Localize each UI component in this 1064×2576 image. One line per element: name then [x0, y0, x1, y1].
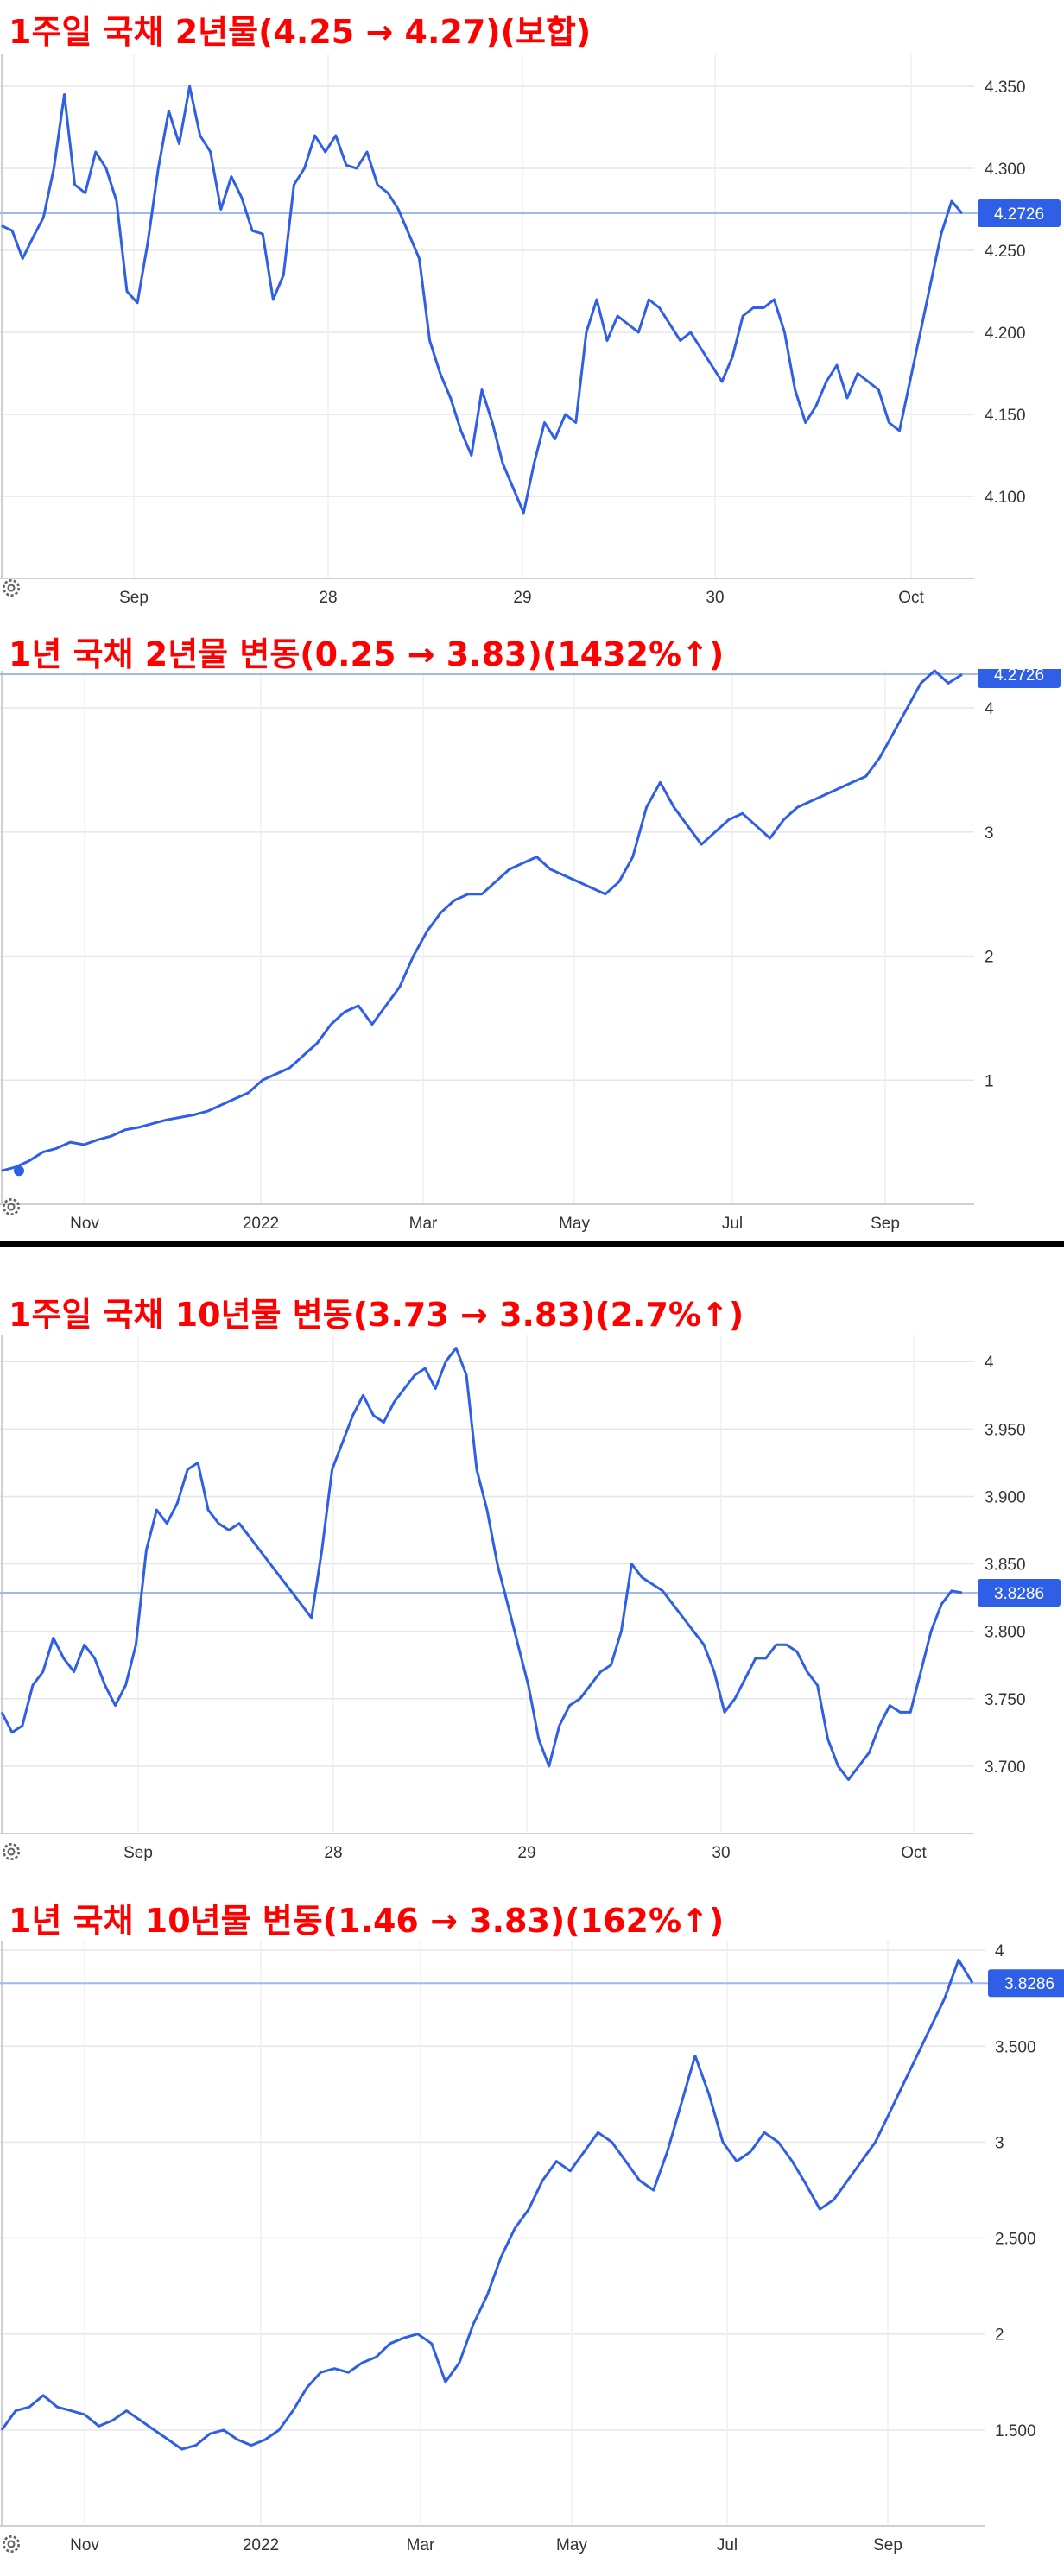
x-tick-label: May	[556, 2536, 587, 2554]
y-tick-label: 3.900	[985, 1488, 1026, 1506]
chart-panel-3: 1주일 국채 10년물 변동(3.73 → 3.83)(2.7%↑) 3.700…	[0, 1247, 1064, 1870]
y-tick-label: 3.950	[985, 1421, 1026, 1439]
series-line	[0, 1958, 974, 2451]
x-tick-label: Jul	[722, 1215, 743, 1233]
x-tick-label: 2022	[243, 2536, 279, 2554]
chart-title: 1년 국채 2년물 변동(0.25 → 3.83)(1432%↑)	[9, 635, 725, 673]
y-tick-label: 3	[985, 824, 994, 843]
x-tick-label: 28	[324, 1844, 342, 1862]
line-chart: 1 2 3 4 Nov 2022 Mar May Jul Sep 4.2726	[0, 669, 1061, 1233]
x-tick-label: Nov	[70, 1215, 99, 1233]
y-tick-label: 3.700	[985, 1758, 1026, 1777]
x-tick-label: Jul	[717, 2536, 738, 2554]
last-value-badge	[988, 1969, 1064, 1998]
y-tick-label: 4.300	[985, 161, 1026, 179]
gear-icon[interactable]	[0, 577, 22, 599]
chart-panel-2: 1년 국채 2년물 변동(0.25 → 3.83)(1432%↑) 1 2 3 4 No…	[0, 617, 1064, 1239]
start-point	[14, 1165, 24, 1177]
y-tick-label: 4.100	[985, 489, 1026, 507]
y-tick-label: 1.500	[995, 2422, 1036, 2440]
last-value-label: 4.2726	[994, 205, 1044, 224]
y-tick-label: 2	[985, 949, 994, 967]
chart-title: 1주일 국채 10년물 변동(3.73 → 3.83)(2.7%↑)	[9, 1296, 744, 1334]
series-line	[1, 669, 963, 1172]
last-value-label: 3.8286	[994, 1585, 1044, 1603]
x-tick-label: Nov	[70, 2536, 99, 2554]
y-tick-label: 4.350	[985, 79, 1026, 97]
chart-title: 1년 국채 10년물 변동(1.46 → 3.83)(162%↑)	[9, 1902, 725, 1940]
last-value-badge	[978, 1578, 1061, 1607]
y-tick-label: 1	[985, 1072, 994, 1090]
x-tick-label: Mar	[407, 2536, 435, 2554]
y-tick-label: 3.750	[985, 1691, 1026, 1709]
gear-icon[interactable]	[0, 1196, 22, 1218]
y-tick-label: 3.500	[995, 2038, 1036, 2056]
y-tick-label: 2.500	[995, 2231, 1036, 2249]
x-tick-label: 29	[513, 589, 531, 607]
x-tick-label: Sep	[124, 1844, 153, 1862]
chart-panel-4: 1년 국채 10년물 변동(1.46 → 3.83)(162%↑) 1.500 2…	[0, 1870, 1064, 2576]
y-tick-label: 3	[995, 2134, 1004, 2152]
x-tick-label: Sep	[871, 1215, 900, 1233]
y-tick-label: 2	[995, 2327, 1004, 2345]
y-tick-label: 3.800	[985, 1624, 1026, 1642]
series-line	[0, 1347, 963, 1781]
gear-icon[interactable]	[0, 1840, 22, 1863]
chart-title: 1주일 국채 2년물(4.25 → 4.27)(보합)	[9, 13, 592, 51]
divider	[0, 1241, 1064, 1247]
last-value-badge	[978, 669, 1061, 688]
x-tick-label: 28	[319, 589, 337, 607]
y-tick-label: 4	[985, 700, 994, 718]
x-tick-label: Sep	[873, 2536, 902, 2554]
chart-panel-1: 1주일 국채 2년물(4.25 → 4.27)(보합) 4.100 4.150 4.…	[0, 0, 1064, 617]
line-chart: 1.500 2 2.500 3 3.500 4 Nov 2022 Mar May Jul Sep 3.8…	[0, 1941, 1064, 2554]
x-tick-label: Sep	[119, 589, 149, 607]
x-tick-label: 30	[712, 1844, 730, 1862]
line-chart: 3.700 3.750 3.800 3.850 3.900 3.950 4 Sep 28 29 30…	[0, 1335, 1061, 1862]
line-chart: 4.100 4.150 4.200 4.250 4.300 4.350 Sep 28 29 30 O…	[0, 54, 1061, 607]
y-tick-label: 4	[985, 1354, 994, 1372]
last-value-label: 4.2726	[994, 669, 1044, 685]
last-value-label: 3.8286	[1004, 1975, 1054, 1993]
x-tick-label: May	[559, 1215, 590, 1233]
x-tick-label: Oct	[898, 589, 924, 607]
y-tick-label: 3.850	[985, 1556, 1026, 1575]
x-tick-label: Oct	[901, 1844, 927, 1862]
series-line	[1, 85, 964, 515]
y-tick-label: 4.200	[985, 325, 1026, 343]
x-tick-label: 2022	[243, 1215, 279, 1233]
y-tick-label: 4.250	[985, 243, 1026, 261]
y-tick-label: 4	[995, 1942, 1004, 1960]
gear-icon[interactable]	[0, 2533, 22, 2555]
x-tick-label: 29	[517, 1844, 535, 1862]
y-tick-label: 4.150	[985, 407, 1026, 425]
x-tick-label: Mar	[409, 1215, 438, 1233]
last-value-badge	[978, 199, 1061, 228]
x-tick-label: 30	[706, 589, 724, 607]
